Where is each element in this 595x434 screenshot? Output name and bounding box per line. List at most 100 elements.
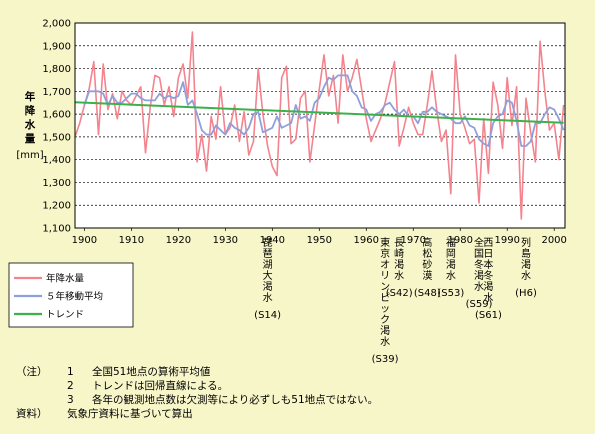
plot-frame: [74, 22, 566, 229]
x-tick-label: 1900: [72, 235, 97, 246]
y-tick-label: 1,200: [42, 201, 71, 212]
event-text-char: 水: [474, 281, 484, 293]
event-text-char: ッ: [380, 304, 390, 315]
event-text-char: 漠: [422, 270, 432, 282]
event-text-char: 渇: [394, 259, 404, 271]
event-text-char: 岡: [446, 248, 456, 260]
trend-line: [74, 101, 564, 124]
event-text-char: 島: [521, 247, 531, 260]
event-text-char: 琶: [263, 248, 273, 260]
x-tick-label: 1940: [260, 235, 285, 246]
note-3-text: 各年の観測地点数は欠測等により必ずしも51地点ではない。: [92, 394, 379, 406]
x-tick-label: 1970: [401, 235, 426, 246]
event-text-char: 渇: [380, 325, 390, 337]
y-tick-label: 1,500: [42, 132, 71, 143]
legend-label: トレンド: [46, 310, 84, 321]
x-tick-label: 1920: [166, 235, 191, 246]
event-text-char: 高: [422, 236, 432, 249]
event-text-char: ク: [380, 314, 390, 326]
event-text-char: 水: [483, 292, 493, 304]
x-tick-label: 1930: [213, 235, 238, 246]
event-year-label: (S42): [386, 288, 413, 299]
note-3-number: 3: [67, 394, 74, 406]
source-label: 資料）: [16, 408, 48, 420]
y-tick-label: 1,400: [42, 155, 71, 166]
event-text-char: 湖: [263, 259, 273, 271]
x-tick-label: 1960: [354, 235, 379, 246]
event-text-char: 水: [521, 270, 531, 282]
event-text-char: 崎: [394, 247, 404, 260]
y-axis-label-char: 年: [25, 90, 36, 103]
event-text-char: ン: [380, 282, 390, 293]
y-axis-label-char: 水: [24, 118, 36, 131]
y-tick-label: 1,300: [42, 178, 71, 189]
x-tick-label: 1950: [307, 235, 332, 246]
event-year-label: (S48): [414, 288, 441, 299]
event-text-char: 渇: [263, 281, 273, 293]
annual-precip-line: [74, 31, 565, 220]
x-tick-label: 1980: [448, 235, 473, 246]
event-year-label: (S61): [475, 310, 502, 321]
note-1-number: 1: [67, 366, 74, 378]
event-year-label: (S53): [437, 288, 464, 299]
event-text-char: 渇: [446, 259, 456, 271]
event-text-char: 大: [263, 269, 273, 282]
y-tick-label: 1,900: [42, 41, 71, 52]
note-2-number: 2: [67, 380, 74, 392]
event-text-char: ピ: [380, 292, 390, 304]
y-axis-unit: [mm]: [16, 150, 43, 161]
legend-label: 年降水量: [46, 273, 85, 285]
event-text-char: 日: [483, 249, 493, 260]
y-tick-label: 1,800: [42, 64, 71, 75]
event-text-char: 松: [422, 247, 432, 260]
event-year-label: (S59): [466, 299, 493, 310]
x-tick-label: 1990: [494, 235, 519, 246]
event-text-char: 本: [483, 258, 493, 271]
event-text-char: 西: [483, 238, 493, 249]
event-year-label: (S14): [254, 310, 281, 321]
x-tick-label: 2000: [541, 235, 566, 246]
precipitation-chart: 1,100 1,200 1,300 1,400 1,500 1,600 1,700 1,800…: [8, 19, 567, 365]
event-text-char: 水: [446, 270, 456, 282]
moving-avg-line: [83, 74, 565, 147]
event-text-char: 砂: [422, 258, 432, 271]
event-text-char: 水: [263, 292, 273, 304]
event-text-char: 渇: [521, 259, 531, 271]
y-tick-label: 1,100: [42, 224, 71, 235]
event-text-char: 京: [380, 247, 390, 260]
event-text-char: オ: [380, 259, 390, 271]
event-text-char: 全: [474, 236, 484, 249]
event-text-char: 国: [474, 248, 484, 260]
source-text: 気象庁資料に基づいて算出: [67, 408, 193, 420]
x-tick-label: 1910: [119, 235, 144, 246]
y-axis-label-char: 量: [25, 132, 36, 145]
legend-label: ５年移動平均: [46, 291, 103, 303]
note-1-text: 全国51地点の算術平均値: [92, 366, 211, 378]
event-text-char: 冬: [483, 269, 493, 282]
event-text-char: 渇: [474, 270, 484, 282]
event-text-char: 水: [380, 336, 390, 348]
event-text-char: 冬: [474, 258, 484, 271]
event-year-label: (S39): [372, 354, 399, 365]
event-text-char: 福: [446, 236, 456, 249]
y-tick-label: 1,600: [42, 110, 71, 121]
note-label: （注）: [16, 366, 48, 378]
note-2-text: トレンドは回帰直線による。: [92, 380, 229, 392]
event-text-char: リ: [380, 271, 390, 282]
y-axis-label-char: 降: [25, 104, 36, 117]
event-year-label: (H6): [515, 288, 537, 299]
event-text-char: 東: [380, 236, 390, 249]
event-text-char: 渇: [483, 281, 493, 293]
event-text-char: 列: [521, 236, 531, 249]
event-text-char: 水: [394, 270, 404, 282]
